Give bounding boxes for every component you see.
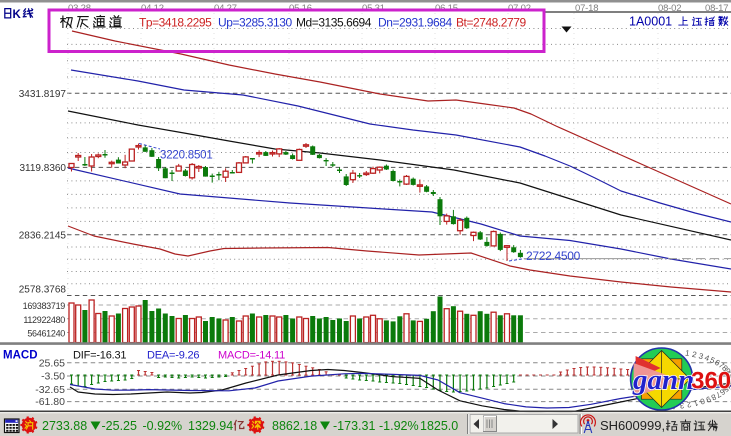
- svg-text:56461240: 56461240: [27, 328, 65, 338]
- svg-text:-0.92%: -0.92%: [143, 419, 183, 433]
- svg-text:3: 3: [679, 401, 685, 411]
- svg-text:169383719: 169383719: [23, 301, 66, 311]
- svg-text:2: 2: [725, 377, 731, 383]
- svg-text:2: 2: [691, 350, 698, 360]
- svg-text:8: 8: [720, 363, 730, 373]
- svg-text:7: 7: [717, 360, 726, 370]
- svg-text:1825.0: 1825.0: [420, 419, 458, 433]
- svg-text:DIF=-16.31: DIF=-16.31: [73, 350, 126, 362]
- svg-text:08-17: 08-17: [705, 3, 728, 14]
- svg-text:3119.8360: 3119.8360: [19, 163, 66, 174]
- svg-text:Tp=3418.2295: Tp=3418.2295: [139, 16, 212, 30]
- svg-text:6: 6: [717, 387, 726, 397]
- svg-text:4: 4: [703, 353, 711, 363]
- svg-text:0: 0: [724, 370, 731, 378]
- svg-text:-173.31: -173.31: [333, 419, 375, 433]
- svg-text:2733.88: 2733.88: [42, 419, 87, 433]
- svg-text:3: 3: [724, 380, 731, 388]
- svg-text:1: 1: [684, 348, 690, 358]
- svg-text:2722.4500: 2722.4500: [526, 249, 581, 263]
- svg-text:3431.8197: 3431.8197: [19, 89, 67, 100]
- svg-text:-1.92%: -1.92%: [379, 419, 419, 433]
- svg-text:2578.3768: 2578.3768: [19, 285, 67, 296]
- svg-text:-32.65: -32.65: [35, 384, 65, 396]
- svg-text:-25.25: -25.25: [102, 419, 137, 433]
- svg-text:1: 1: [692, 398, 699, 408]
- svg-text:2836.2145: 2836.2145: [19, 230, 67, 241]
- svg-text:07-18: 07-18: [575, 3, 598, 14]
- svg-text:Md=3135.6694: Md=3135.6694: [296, 16, 372, 30]
- svg-text:08-02: 08-02: [658, 3, 681, 14]
- svg-text:5: 5: [709, 355, 717, 365]
- svg-text:-3.50: -3.50: [41, 371, 65, 383]
- svg-text:Up=3285.3130: Up=3285.3130: [218, 16, 292, 30]
- svg-text:MACD: MACD: [3, 350, 38, 362]
- svg-text:8862.18: 8862.18: [272, 419, 317, 433]
- svg-text:9: 9: [723, 367, 731, 376]
- svg-text:DEA=-9.26: DEA=-9.26: [147, 350, 199, 362]
- svg-text:6: 6: [713, 358, 722, 368]
- svg-text:9: 9: [704, 394, 712, 404]
- svg-text:K: K: [13, 9, 22, 21]
- svg-text:4: 4: [723, 382, 731, 391]
- svg-text:5: 5: [720, 384, 730, 394]
- svg-text:0: 0: [698, 396, 705, 406]
- svg-text:-61.80: -61.80: [35, 396, 65, 408]
- svg-text:SH600999,: SH600999,: [600, 418, 665, 433]
- svg-text:1A0001: 1A0001: [629, 15, 672, 29]
- svg-text:2: 2: [686, 400, 693, 410]
- svg-text:8: 8: [709, 392, 717, 402]
- svg-text:gann: gann: [632, 364, 694, 396]
- svg-text:3: 3: [698, 351, 705, 361]
- svg-text:360: 36 0: [691, 368, 731, 395]
- svg-text:25.65: 25.65: [39, 357, 65, 369]
- svg-text:112922480: 112922480: [23, 315, 65, 325]
- svg-text:7: 7: [714, 390, 723, 400]
- svg-text:3220.8501: 3220.8501: [160, 150, 213, 162]
- svg-text:1: 1: [725, 374, 731, 380]
- svg-text:Dn=2931.9684: Dn=2931.9684: [378, 16, 452, 30]
- svg-text:Bt=2748.2779: Bt=2748.2779: [456, 16, 526, 30]
- svg-text:1329.94: 1329.94: [188, 419, 233, 433]
- svg-text:MACD=-14.11: MACD=-14.11: [218, 350, 285, 362]
